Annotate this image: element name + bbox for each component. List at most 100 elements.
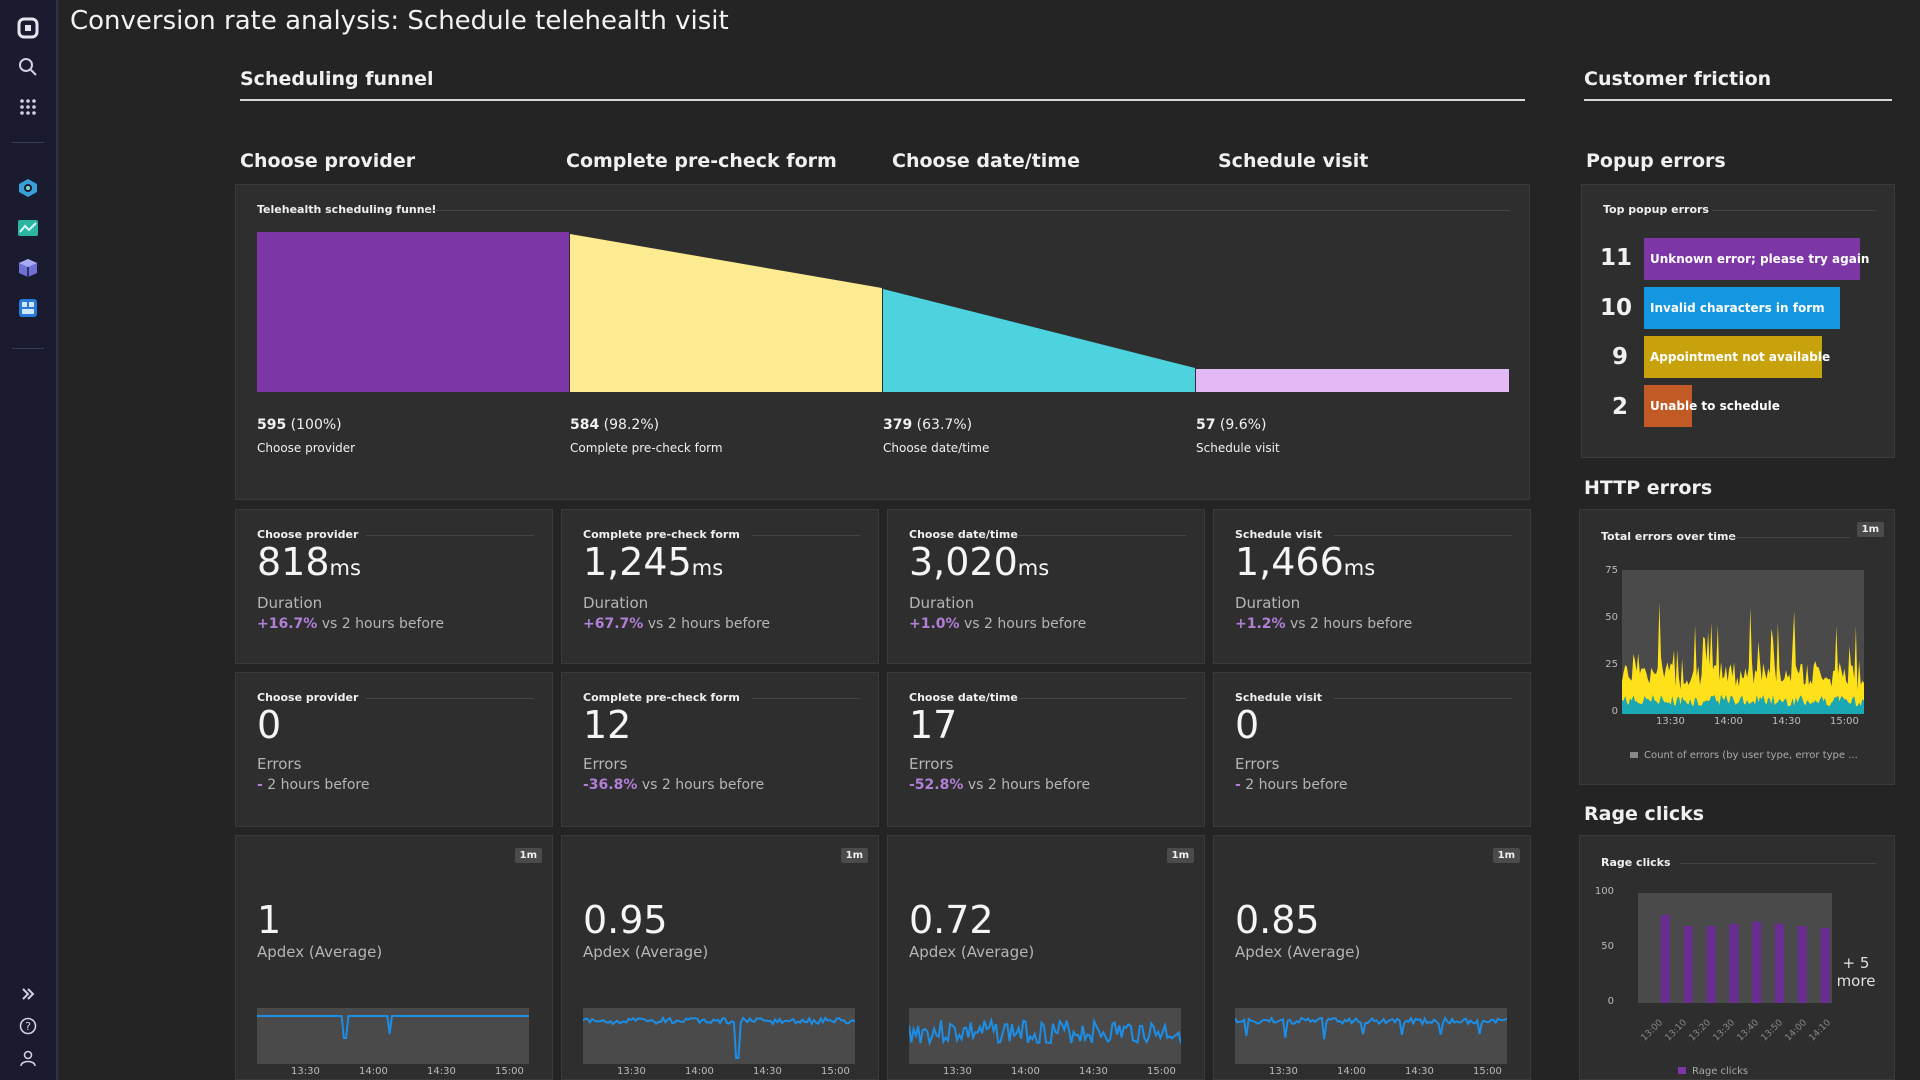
apdex-sparkline [909,1008,1181,1064]
funnel-step-name: Schedule visit [1196,441,1280,455]
rage-clicks-panel[interactable]: Rage clicks 100 50 0 + 5 more 13:00 13:10… [1579,835,1895,1080]
delta-suffix: 2 hours before [1240,777,1348,793]
apdex-tile[interactable]: 1m 0.72 Apdex (Average) 13:30 14:00 14:3… [887,835,1205,1080]
svg-text:?: ? [25,1020,31,1033]
duration-tile[interactable]: Complete pre-check form 1,245ms Duration… [561,509,879,664]
metric-label: Apdex (Average) [909,943,1035,961]
panel-title: Telehealth scheduling funnel [257,203,436,216]
errors-tile[interactable]: Complete pre-check form 12 Errors -36.8%… [561,672,879,827]
x-tick: 13:30 [1711,1018,1738,1044]
funnel-count: 379 [883,417,913,433]
duration-value: 1,466ms [1235,540,1375,584]
x-tick: 13:30 [1656,716,1685,727]
column-heading: Choose provider [240,150,416,172]
area-chart-icon [1630,752,1638,758]
errors-value: 0 [1235,703,1260,747]
expand-icon[interactable] [14,980,42,1008]
errors-tile[interactable]: Schedule visit 0 Errors - 2 hours before [1213,672,1531,827]
errors-tile[interactable]: Choose provider 0 Errors - 2 hours befor… [235,672,553,827]
delta-text: +67.7% vs 2 hours before [583,616,770,632]
value-unit: ms [691,556,724,580]
panel-title-rule [1018,698,1186,699]
delta-value: -36.8% [583,777,638,793]
http-errors-panel[interactable]: Total errors over time 1m 75 50 25 0 13:… [1579,509,1895,785]
panel-title: Rage clicks [1601,856,1671,869]
resolution-badge[interactable]: 1m [1166,848,1194,863]
value-number: 3,020 [909,540,1018,584]
dynatrace-logo-icon[interactable] [14,14,42,42]
resolution-badge[interactable]: 1m [1856,522,1884,537]
dashboard-app-icon[interactable] [14,214,42,242]
panel-title: Top popup errors [1603,203,1709,216]
rage-click-bar [1820,928,1830,1003]
sparkline-background [583,1008,855,1064]
panel-title-rule [366,698,534,699]
apdex-tile[interactable]: 1m 0.95 Apdex (Average) 13:30 14:00 14:3… [561,835,879,1080]
chart-legend[interactable]: Count of errors (by user type, error typ… [1630,750,1858,761]
x-tick: 14:30 [1079,1066,1108,1077]
cube-app-icon[interactable] [14,254,42,282]
resolution-badge[interactable]: 1m [840,848,868,863]
delta-text: - 2 hours before [1235,777,1348,793]
user-icon[interactable] [14,1044,42,1072]
x-tick: 14:00 [1783,1018,1810,1044]
legend-label: Rage clicks [1692,1066,1749,1077]
popup-error-bar[interactable]: Unable to schedule [1644,385,1780,427]
funnel-panel[interactable]: Telehealth scheduling funnel 595 (100%) … [235,184,1530,500]
funnel-pct: (100%) [286,417,342,433]
notebook-app-icon[interactable] [14,294,42,322]
popup-error-count: 10 [1600,295,1633,321]
apps-grid-icon[interactable] [14,93,42,121]
popup-error-count: 2 [1611,394,1628,420]
popup-errors-panel[interactable]: Top popup errors 11 Unknown error; pleas… [1581,184,1895,458]
popup-error-bar[interactable]: Appointment not available [1644,336,1830,378]
errors-tile[interactable]: Choose date/time 17 Errors -52.8% vs 2 h… [887,672,1205,827]
apdex-tile[interactable]: 1m 0.85 Apdex (Average) 13:30 14:00 14:3… [1213,835,1531,1080]
delta-value: +16.7% [257,616,318,632]
sidebar-divider [12,348,44,349]
y-tick: 25 [1605,659,1618,670]
metric-label: Errors [1235,755,1280,773]
value-number: 1,466 [1235,540,1344,584]
x-tick: 14:30 [427,1066,456,1077]
duration-tile[interactable]: Schedule visit 1,466ms Duration +1.2% vs… [1213,509,1531,664]
delta-suffix: vs 2 hours before [963,777,1091,793]
funnel-step-name: Choose date/time [883,441,990,455]
delta-suffix: vs 2 hours before [317,616,445,632]
chart-legend[interactable]: Rage clicks [1678,1066,1748,1077]
search-icon[interactable] [14,53,42,81]
funnel-count: 57 [1196,417,1216,433]
panel-title-rule [366,535,534,536]
funnel-pct: (63.7%) [912,417,973,433]
popup-error-count: 9 [1611,344,1628,370]
page-title: Conversion rate analysis: Schedule teleh… [70,6,729,36]
synthetic-app-icon[interactable] [14,174,42,202]
duration-tile[interactable]: Choose date/time 3,020ms Duration +1.0% … [887,509,1205,664]
more-indicator[interactable]: + 5 more [1836,954,1876,990]
http-errors-chart [1622,570,1864,714]
popup-error-bar[interactable]: Unknown error; please try again [1644,238,1869,280]
funnel-stat: 584 (98.2%) [570,417,659,433]
sparkline-background [1235,1008,1507,1064]
x-tick: 14:10 [1807,1018,1834,1044]
x-tick: 15:00 [1147,1066,1176,1077]
resolution-badge[interactable]: 1m [1492,848,1520,863]
tile-title: Complete pre-check form [583,691,740,704]
metric-label: Errors [583,755,628,773]
tile-title: Choose date/time [909,691,1018,704]
duration-tile[interactable]: Choose provider 818ms Duration +16.7% vs… [235,509,553,664]
funnel-step-name: Complete pre-check form [570,441,723,455]
funnel-stat: 57 (9.6%) [1196,417,1266,433]
metric-label: Errors [257,755,302,773]
section-heading-http-errors: HTTP errors [1584,477,1713,499]
duration-value: 3,020ms [909,540,1049,584]
apdex-tile[interactable]: 1m 1 Apdex (Average) 13:30 14:00 14:30 1… [235,835,553,1080]
value-number: 1,245 [583,540,692,584]
rage-click-bar [1752,921,1762,1003]
help-icon[interactable]: ? [14,1012,42,1040]
x-tick: 13:10 [1663,1018,1690,1044]
resolution-badge[interactable]: 1m [514,848,542,863]
metric-label: Apdex (Average) [257,943,383,961]
metric-label: Apdex (Average) [583,943,709,961]
popup-error-bar[interactable]: Invalid characters in form [1644,287,1840,329]
